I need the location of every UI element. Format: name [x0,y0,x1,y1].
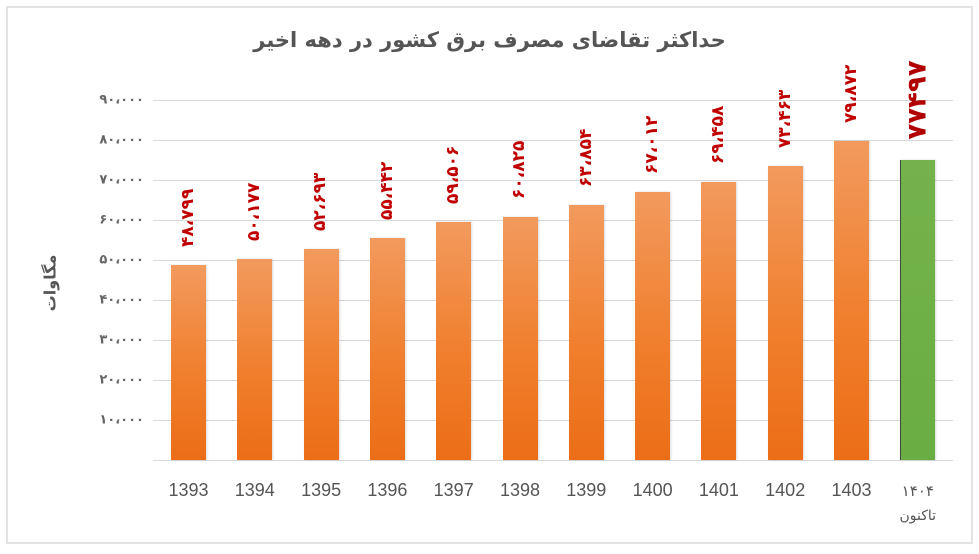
x-tick-label: 1402 [765,480,806,500]
data-label: ۵۰،۱۷۷ [239,141,269,251]
chart-frame [6,6,973,544]
bar [502,216,538,460]
data-label: ۵۲،۶۹۳ [306,131,336,241]
data-label-text: ۵۰،۱۷۷ [244,182,265,242]
bar [237,259,273,460]
data-label: ۶۷،۰۱۲ [637,74,667,184]
gridline [153,260,953,261]
data-label-text: ۶۳،۸۵۴ [575,128,596,187]
y-tick-label: ۲۰،۰۰۰ [99,372,144,388]
gridline [153,460,953,461]
data-label-text: ۴۸،۷۹۹ [178,188,198,247]
data-label-text: ۶۹،۴۵۸ [708,105,729,165]
gridline [153,180,953,181]
bar-current-year [900,160,936,460]
data-label: ۶۳،۸۵۴ [571,87,601,197]
x-tick-label: ۱۴۰۴ [901,482,934,500]
chart-title: حداکثر تقاضای مصرف برق کشور در دهه اخیر [253,28,726,52]
y-tick-label: ۵۰،۰۰۰ [99,252,144,268]
gridline [153,100,953,101]
gridline [153,300,953,301]
x-tick-label: 1394 [234,480,275,500]
data-label: ۵۵،۴۴۲ [372,120,402,230]
gridline [153,380,953,381]
gridline [153,340,953,341]
data-label-text: ۵۹،۵۰۶ [443,145,464,204]
data-label-text: ۵۵،۴۴۲ [376,161,397,221]
y-tick-label: ۱۰،۰۰۰ [99,412,144,428]
data-label: ۶۹،۴۵۸ [703,64,733,174]
x-tick-label: 1398 [499,480,541,500]
bar [834,140,869,460]
data-label-text: ۷۷۴۹۷ [902,60,933,140]
data-label: ۵۹،۵۰۶ [438,104,468,214]
data-label-text: ۵۲،۶۹۳ [310,172,331,232]
bar [171,264,206,460]
x-tick-label: 1396 [367,480,408,500]
y-tick-label: ۷۰،۰۰۰ [99,172,144,188]
y-tick-label: ۳۰،۰۰۰ [99,332,144,348]
data-label: ۴۸،۷۹۹ [173,147,203,257]
data-label: ۷۹،۸۷۲ [836,23,866,133]
bar [568,204,604,460]
bar [303,249,339,460]
x-tick-label: 1395 [301,480,342,500]
y-tick-label: ۶۰،۰۰۰ [99,212,144,228]
x-tick-label: 1393 [168,480,209,500]
bar [436,221,472,460]
gridline [153,140,953,141]
y-tick-label: ۴۰،۰۰۰ [99,292,144,308]
y-tick-label: ۹۰،۰۰۰ [99,92,144,108]
gridline [153,220,953,221]
gridline [153,420,953,421]
data-label: ۶۰،۸۲۵ [505,99,535,209]
bar [369,238,405,460]
x-tick-label: 1403 [831,480,872,500]
data-label-text: ۷۹،۸۷۲ [841,64,861,123]
data-label-text: ۷۳،۴۶۳ [774,89,795,149]
data-label-text: ۶۰،۸۲۵ [509,140,530,199]
y-tick-label: ۸۰،۰۰۰ [99,132,144,148]
x-tick-label: 1397 [433,480,474,500]
bar [767,166,803,460]
x-tick-label: 1401 [698,480,739,500]
x-tick-sublabel: تاکنون [899,508,937,524]
y-axis-label: مگاوات [40,254,60,312]
x-tick-label: 1400 [632,480,673,500]
bar [701,182,737,460]
data-label-text: ۶۷،۰۱۲ [642,115,663,174]
data-label: ۷۷۴۹۷ [902,52,932,148]
x-tick-label: 1399 [566,480,607,500]
bar [635,191,671,460]
data-label: ۷۳،۴۶۳ [770,48,800,158]
